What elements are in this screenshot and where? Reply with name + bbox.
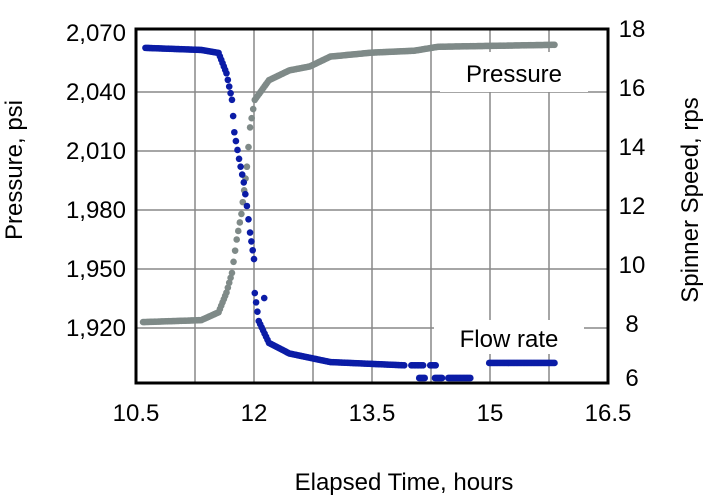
annotation-flow-rate: Flow rate bbox=[460, 326, 559, 353]
flow-rate-point bbox=[235, 155, 243, 163]
flow-rate-point bbox=[225, 83, 233, 90]
flow-rate-point bbox=[234, 146, 241, 154]
left-y-tick-label: 1,980 bbox=[66, 197, 126, 224]
right-y-tick-label: 6 bbox=[625, 365, 638, 392]
flow-rate-point bbox=[551, 359, 558, 367]
right-y-tick-labels: 6 8 10 12 14 16 18 bbox=[619, 16, 646, 392]
flow-rate-point bbox=[250, 255, 258, 263]
flow-rate-point bbox=[238, 171, 246, 178]
pressure-point bbox=[234, 227, 242, 235]
flow-rate-point bbox=[242, 190, 249, 198]
flow-rate-point bbox=[254, 308, 261, 316]
flow-rate-point bbox=[419, 362, 427, 369]
pressure-point bbox=[551, 41, 558, 49]
pressure-point bbox=[249, 105, 257, 113]
data-points bbox=[139, 41, 558, 382]
flow-rate-point bbox=[245, 215, 252, 223]
annotation-pressure: Pressure bbox=[466, 61, 562, 88]
left-y-tick-label: 2,040 bbox=[66, 79, 126, 106]
right-y-tick-label: 14 bbox=[619, 134, 646, 161]
pressure-point bbox=[248, 114, 255, 122]
flow-rate-point bbox=[231, 128, 238, 136]
flow-rate-point bbox=[400, 362, 408, 369]
x-tick-labels: 10.5 12 13.5 15 16.5 bbox=[113, 400, 632, 427]
flow-rate-point bbox=[260, 294, 268, 302]
right-y-tick-label: 12 bbox=[619, 193, 646, 220]
x-tick-label: 16.5 bbox=[585, 400, 632, 427]
pressure-point bbox=[246, 124, 254, 131]
pressure-point bbox=[233, 236, 240, 243]
flow-rate-point bbox=[248, 238, 255, 245]
pressure-point bbox=[228, 269, 236, 277]
flow-rate-point bbox=[432, 362, 440, 369]
plot-frame bbox=[134, 27, 610, 385]
flow-rate-point bbox=[467, 374, 474, 382]
flow-rate-point bbox=[438, 374, 446, 382]
pressure-point bbox=[236, 219, 244, 226]
flow-rate-point bbox=[237, 163, 244, 170]
pressure-point bbox=[231, 247, 239, 254]
flow-rate-point bbox=[249, 246, 256, 254]
flow-rate-point bbox=[252, 299, 260, 306]
left-y-tick-label: 2,070 bbox=[66, 20, 126, 47]
flow-rate-point bbox=[243, 202, 251, 210]
flow-rate-point bbox=[229, 112, 237, 120]
left-y-tick-labels: 1,920 1,950 1,980 2,010 2,040 2,070 bbox=[66, 20, 126, 342]
x-axis-label: Elapsed Time, hours bbox=[295, 469, 514, 496]
flow-rate-point bbox=[224, 76, 232, 84]
right-y-tick-label: 8 bbox=[625, 311, 638, 338]
flow-rate-point bbox=[232, 137, 240, 145]
x-tick-label: 15 bbox=[477, 400, 504, 427]
left-y-tick-label: 1,950 bbox=[66, 256, 126, 283]
flow-rate-point bbox=[227, 89, 234, 97]
flow-rate-point bbox=[240, 179, 248, 186]
flow-rate-point bbox=[223, 69, 230, 77]
flow-rate-point bbox=[228, 96, 236, 104]
pressure-point bbox=[238, 210, 245, 218]
pressure-label-bg bbox=[440, 52, 588, 92]
flow-rate-point bbox=[421, 374, 429, 382]
x-tick-label: 12 bbox=[241, 400, 268, 427]
left-y-tick-label: 1,920 bbox=[66, 315, 126, 342]
left-y-axis-label: Pressure, psi bbox=[1, 100, 28, 240]
flow-rate-point bbox=[251, 289, 259, 297]
right-y-tick-label: 16 bbox=[619, 75, 646, 102]
x-tick-label: 10.5 bbox=[113, 400, 160, 427]
left-y-tick-label: 2,010 bbox=[66, 138, 126, 165]
pressure-point bbox=[239, 198, 247, 206]
pressure-point bbox=[243, 163, 251, 171]
flow-rate-point bbox=[246, 229, 254, 236]
x-tick-label: 13.5 bbox=[349, 400, 396, 427]
right-y-axis-label: Spinner Speed, rps bbox=[677, 97, 704, 302]
flowrate-label-bg bbox=[434, 320, 584, 354]
right-y-tick-label: 18 bbox=[619, 16, 646, 43]
right-y-tick-label: 10 bbox=[619, 252, 646, 279]
pressure-point bbox=[230, 258, 237, 266]
pressure-point bbox=[245, 143, 252, 151]
